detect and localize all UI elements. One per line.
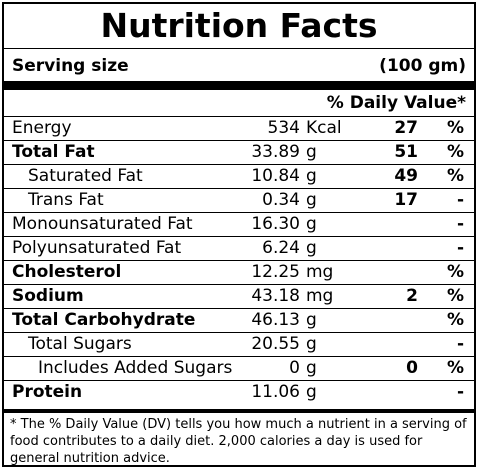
label-title: Nutrition Facts — [100, 6, 378, 45]
nutrient-name: Total Carbohydrate — [12, 310, 196, 330]
nutrient-row: Energy 534 Kcal 27% — [4, 116, 474, 140]
daily-value-symbol: - — [456, 190, 464, 210]
nutrient-row: Total Sugars 20.55 g - — [4, 332, 474, 356]
daily-value-symbol: % — [446, 286, 464, 306]
daily-value-symbol: - — [456, 382, 464, 402]
nutrient-unit: g — [306, 382, 317, 402]
daily-value-percent: 2 — [406, 286, 418, 306]
nutrient-row: Protein 11.06 g - — [4, 380, 474, 404]
row-divider — [4, 332, 474, 333]
daily-value-percent: 49 — [394, 166, 418, 186]
divider — [4, 48, 474, 49]
nutrient-row: Trans Fat 0.34 g 17 - — [4, 188, 474, 212]
row-divider — [4, 116, 474, 117]
nutrient-name: Sodium — [12, 286, 84, 306]
row-divider — [4, 212, 474, 213]
daily-value-header: % Daily Value* — [326, 93, 466, 113]
nutrient-unit: g — [306, 142, 317, 162]
nutrient-amount: 0.34 — [262, 190, 300, 210]
nutrient-unit: g — [306, 358, 317, 378]
nutrient-name: Protein — [12, 382, 83, 402]
row-divider — [4, 188, 474, 189]
daily-value-symbol: - — [456, 334, 464, 354]
nutrient-row: Saturated Fat 10.84 g 49% — [4, 164, 474, 188]
nutrient-name: Total Sugars — [28, 334, 132, 354]
nutrient-name: Monounsaturated Fat — [12, 214, 193, 234]
nutrient-unit: g — [306, 238, 317, 258]
nutrient-name: Total Fat — [12, 142, 95, 162]
nutrient-name: Energy — [12, 118, 72, 138]
daily-value-percent: 51 — [394, 142, 418, 162]
daily-value-symbol: % — [446, 262, 464, 282]
nutrient-name: Saturated Fat — [28, 166, 143, 186]
nutrient-name: Trans Fat — [28, 190, 104, 210]
nutrient-name: Includes Added Sugars — [38, 358, 233, 378]
row-divider — [4, 380, 474, 381]
row-divider — [4, 284, 474, 285]
serving-size-value: (100 gm) — [379, 56, 466, 76]
nutrient-row: Cholesterol 12.25 mg% — [4, 260, 474, 284]
daily-value-symbol: % — [446, 310, 464, 330]
thick-divider — [4, 81, 474, 90]
nutrient-amount: 12.25 — [251, 262, 300, 282]
nutrient-amount: 10.84 — [251, 166, 300, 186]
row-divider — [4, 236, 474, 237]
nutrient-row: Sodium 43.18 mg 2% — [4, 284, 474, 308]
nutrient-amount: 20.55 — [251, 334, 300, 354]
daily-value-symbol: % — [446, 142, 464, 162]
daily-value-percent: 27 — [394, 118, 418, 138]
nutrient-row: Monounsaturated Fat 16.30 g - — [4, 212, 474, 236]
nutrient-amount: 16.30 — [251, 214, 300, 234]
daily-value-symbol: % — [446, 166, 464, 186]
nutrient-unit: g — [306, 214, 317, 234]
daily-value-symbol: % — [446, 358, 464, 378]
footnote: * The % Daily Value (DV) tells you how m… — [10, 417, 467, 466]
daily-value-symbol: % — [446, 118, 464, 138]
nutrient-amount: 11.06 — [251, 382, 300, 402]
nutrient-amount: 0 — [289, 358, 300, 378]
row-divider — [4, 164, 474, 165]
daily-value-symbol: - — [456, 238, 464, 258]
nutrient-unit: g — [306, 310, 317, 330]
nutrient-unit: g — [306, 190, 317, 210]
nutrient-unit: mg — [306, 262, 334, 282]
row-divider — [4, 260, 474, 261]
nutrient-row: Polyunsaturated Fat 6.24 g - — [4, 236, 474, 260]
nutrient-unit: Kcal — [306, 118, 342, 138]
serving-size-row: Serving size (100 gm) — [4, 52, 474, 80]
serving-size-label: Serving size — [12, 56, 129, 76]
nutrient-row: Total Fat 33.89 g 51% — [4, 140, 474, 164]
row-divider — [4, 356, 474, 357]
nutrient-amount: 33.89 — [251, 142, 300, 162]
nutrition-facts-label: Nutrition Facts Serving size (100 gm) % … — [2, 2, 476, 467]
nutrient-name: Cholesterol — [12, 262, 122, 282]
row-divider — [4, 140, 474, 141]
nutrient-unit: g — [306, 166, 317, 186]
nutrient-row: Includes Added Sugars 0 g 0% — [4, 356, 474, 380]
nutrient-amount: 534 — [267, 118, 300, 138]
nutrient-unit: mg — [306, 286, 334, 306]
nutrient-amount: 46.13 — [251, 310, 300, 330]
daily-value-symbol: - — [456, 214, 464, 234]
nutrient-amount: 43.18 — [251, 286, 300, 306]
daily-value-percent: 0 — [406, 358, 418, 378]
nutrient-unit: g — [306, 334, 317, 354]
nutrient-row: Total Carbohydrate 46.13 g% — [4, 308, 474, 332]
row-divider — [4, 308, 474, 309]
bottom-divider — [4, 409, 474, 413]
daily-value-percent: 17 — [394, 190, 418, 210]
nutrient-amount: 6.24 — [262, 238, 300, 258]
nutrient-name: Polyunsaturated Fat — [12, 238, 182, 258]
